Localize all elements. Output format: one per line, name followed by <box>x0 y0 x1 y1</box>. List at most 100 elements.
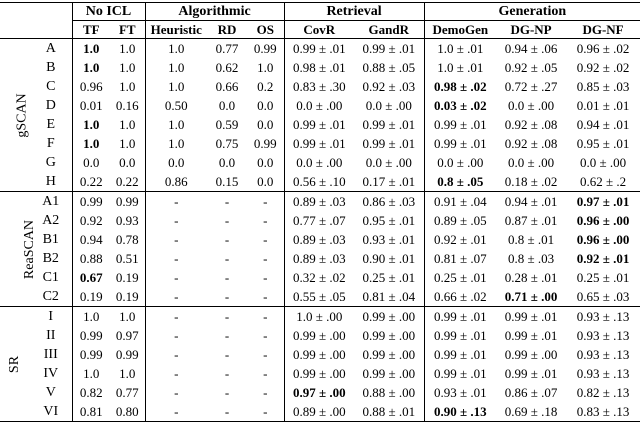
table-row: H 0.22 0.22 0.86 0.15 0.0 0.56 ± .10 0.17 ± .01… <box>0 172 640 192</box>
table-cell: 0.0 ± .00 <box>579 155 627 170</box>
group-label: No ICL <box>85 4 132 19</box>
section-name: ReaSCAN <box>22 219 38 279</box>
group-header: Algorithmic <box>144 2 285 21</box>
table-cell: 0.0 <box>119 155 136 170</box>
table-cell: - <box>224 270 230 285</box>
table-cell: 0.0 <box>71 153 110 172</box>
table-cell: - <box>224 328 230 343</box>
table-cell: 0.62 <box>215 60 239 75</box>
table-cell: 0.92 <box>71 211 110 230</box>
table-cell: 1.0 <box>71 134 110 153</box>
table-row: B 1.0 1.0 1.0 0.62 1.0 0.98 ± .01 0.88 ± .05 1.0… <box>0 58 640 77</box>
table-cell: 0.96 ± .00 <box>576 213 630 228</box>
table-cell: 0.99 ± .01 <box>423 364 497 383</box>
table-cell: 0.77 <box>115 385 139 400</box>
column-header: RD <box>207 20 248 39</box>
table-cell: 0.18 ± .02 <box>504 174 558 189</box>
table-cell: 0.0 ± .00 <box>283 96 355 115</box>
table-cell: 0.99 ± .01 <box>496 306 567 326</box>
table-cell: 1.0 <box>119 366 136 381</box>
table-cell: - <box>224 289 230 304</box>
table-cell: 0.0 <box>144 153 208 172</box>
table-cell: 0.0 ± .00 <box>283 153 355 172</box>
table-cell: 0.99 <box>71 191 110 211</box>
row-label: III <box>43 347 58 362</box>
row-label: A1 <box>30 191 72 211</box>
row-label: V <box>45 385 56 400</box>
row-label: E <box>46 117 56 132</box>
table-cell: 1.0 <box>144 77 208 96</box>
table-cell: - <box>144 402 208 422</box>
table-cell: 0.99 ± .00 <box>362 328 416 343</box>
table-cell: 0.25 ± .01 <box>362 270 416 285</box>
table-cell: 0.99 <box>247 38 285 58</box>
table-cell: 0.99 ± .01 <box>423 326 497 345</box>
table-cell: 1.0 <box>144 38 208 58</box>
table-cell: 0.22 <box>71 172 110 192</box>
table-cell: 0.94 ± .06 <box>496 38 567 58</box>
row-label: G <box>45 155 56 170</box>
table-row: B2 0.88 0.51- - -0.89 ± .03 0.90 ± .01 0.81 ± … <box>0 249 640 268</box>
row-label: B1 <box>42 232 59 247</box>
section-cell: gSCAN <box>0 38 30 192</box>
table-cell: 0.8 ± .03 <box>507 251 555 266</box>
table-cell: - <box>144 211 208 230</box>
row-label: B <box>46 60 56 75</box>
corner <box>0 20 72 39</box>
row-label: B2 <box>42 251 59 266</box>
table-cell: - <box>263 213 268 228</box>
table-cell: 0.67 <box>71 268 110 287</box>
table-cell: 0.97 ± .00 <box>283 383 355 402</box>
table-cell: 0.90 ± .01 <box>362 251 416 266</box>
table-cell: 0.99 ± .01 <box>283 38 355 58</box>
table-cell: 0.93 ± .13 <box>576 366 630 381</box>
table-cell: - <box>144 364 208 383</box>
table-cell: 1.0 <box>71 58 110 77</box>
table-cell: 0.92 ± .03 <box>362 79 416 94</box>
table-cell: 1.0 <box>110 38 146 58</box>
table-cell: 0.81 ± .04 <box>362 289 416 304</box>
table-row: V 0.82 0.77- - -0.97 ± .00 0.88 ± .00 0.93 ± .… <box>0 383 640 402</box>
table-cell: 0.89 ± .03 <box>283 191 355 211</box>
table-cell: 0.82 ± .13 <box>576 385 630 400</box>
table-cell: - <box>144 287 208 307</box>
table-cell: 0.2 <box>257 79 274 94</box>
table-row: G 0.0 0.0 0.0 0.0 0.0 0.0 ± .00 0.0 ± .00 0.0 ± … <box>0 153 640 172</box>
table-cell: 0.83 ± .13 <box>566 402 640 422</box>
table-cell: 0.0 ± .00 <box>507 155 555 170</box>
table-cell: - <box>247 191 285 211</box>
table-cell: 0.0 <box>257 98 274 113</box>
table-cell: 0.95 ± .01 <box>362 213 416 228</box>
table-body: gSCAN A 1.0 1.0 1.0 0.77 0.99 0.99 ± .01 0.99 ± … <box>0 38 640 422</box>
row-label: IV <box>43 366 59 381</box>
table-cell: - <box>224 232 230 247</box>
table-cell: 0.87 ± .01 <box>504 213 558 228</box>
table-cell: 0.92 ± .02 <box>576 60 630 75</box>
table-cell: 0.19 <box>115 289 139 304</box>
table-cell: 0.88 ± .01 <box>354 402 425 422</box>
table-cell: - <box>263 232 268 247</box>
table-cell: 0.16 <box>115 98 139 113</box>
table-cell: 1.0 <box>71 115 110 134</box>
table-cell: 0.99 ± .00 <box>362 347 416 362</box>
table-cell: 0.97 ± .01 <box>566 191 640 211</box>
table-cell: - <box>224 366 230 381</box>
table-cell: 0.99 ± .00 <box>362 366 416 381</box>
row-label: II <box>46 328 56 343</box>
table-cell: 1.0 ± .01 <box>423 38 497 58</box>
table-cell: 0.78 <box>115 232 139 247</box>
table-cell: - <box>263 270 268 285</box>
table-cell: 0.03 ± .02 <box>423 96 497 115</box>
table-cell: 0.89 ± .05 <box>423 211 497 230</box>
table-row: C1 0.67 0.19- - -0.32 ± .02 0.25 ± .01 0.25 ± … <box>0 268 640 287</box>
table-cell: 0.85 ± .03 <box>576 79 630 94</box>
table-cell: 0.0 ± .00 <box>365 98 412 113</box>
table-cell: 1.0 ± .01 <box>423 58 497 77</box>
section-name: SR <box>7 355 23 373</box>
table-cell: 0.99 ± .00 <box>283 326 355 345</box>
table-cell: 0.98 ± .01 <box>283 58 355 77</box>
table-cell: 0.55 ± .05 <box>283 287 355 307</box>
table-cell: - <box>144 345 208 364</box>
table-cell: 0.88 ± .05 <box>362 60 416 75</box>
table-cell: 0.96 ± .02 <box>566 38 640 58</box>
